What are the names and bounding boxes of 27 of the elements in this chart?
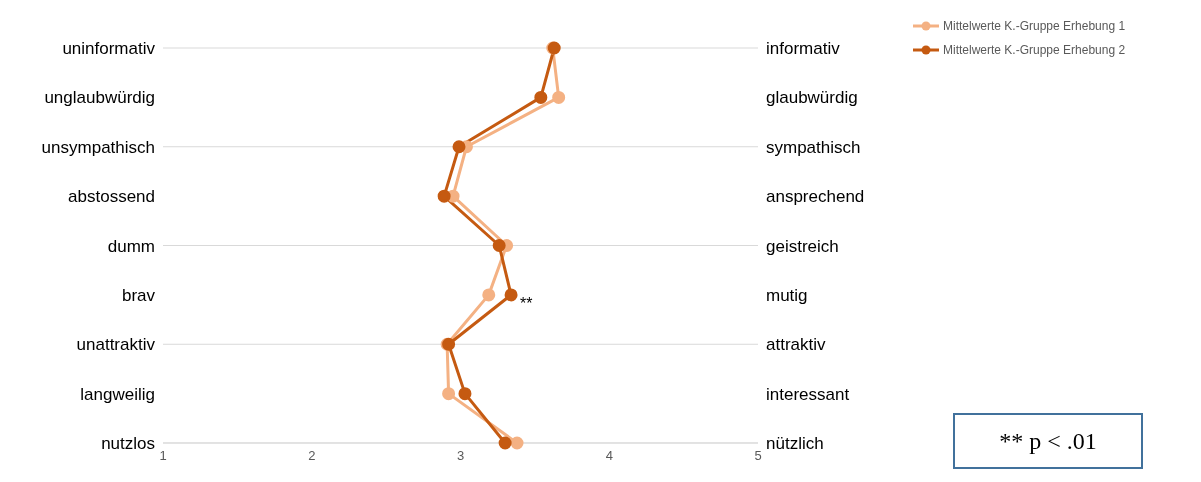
- y-tick-label: nutzlos: [101, 434, 155, 454]
- y2-tick-label: mutig: [766, 285, 808, 305]
- x-tick-label: 1: [159, 448, 167, 464]
- y2-tick-label: attraktiv: [766, 335, 827, 355]
- x-tick-label: 2: [308, 448, 316, 464]
- y-tick-label: uninformativ: [62, 39, 156, 59]
- y2-tick-label: geistreich: [766, 236, 839, 256]
- x-tick-label: 4: [605, 448, 613, 464]
- y-tick-label: dumm: [107, 236, 155, 256]
- annotation: **: [520, 295, 533, 313]
- y-tick-label: unsympathisch: [41, 137, 155, 157]
- legend-label: Mittelwerte K.-Gruppe Erhebung 1: [943, 19, 1126, 33]
- text: ** p < .01: [953, 413, 1143, 469]
- y-tick-label: abstossend: [68, 187, 155, 207]
- y2-tick-label: interessant: [766, 384, 850, 404]
- x-tick-label: 3: [456, 448, 465, 464]
- y2-tick-label: ansprechend: [766, 187, 865, 207]
- x-tick-label: 5: [754, 448, 762, 464]
- y2-tick-label: glaubwürdig: [766, 88, 858, 108]
- y-tick-label: brav: [121, 285, 156, 305]
- y2-tick-label: nützlich: [766, 434, 824, 454]
- y2-tick-label: informativ: [766, 39, 841, 59]
- legend-label: Mittelwerte K.-Gruppe Erhebung 2: [943, 43, 1126, 57]
- y-tick-label: langweilig: [80, 384, 155, 404]
- y-tick-label: unattraktiv: [76, 335, 156, 355]
- y2-tick-label: sympathisch: [766, 137, 861, 157]
- y-tick-label: unglaubwürdig: [44, 88, 155, 108]
